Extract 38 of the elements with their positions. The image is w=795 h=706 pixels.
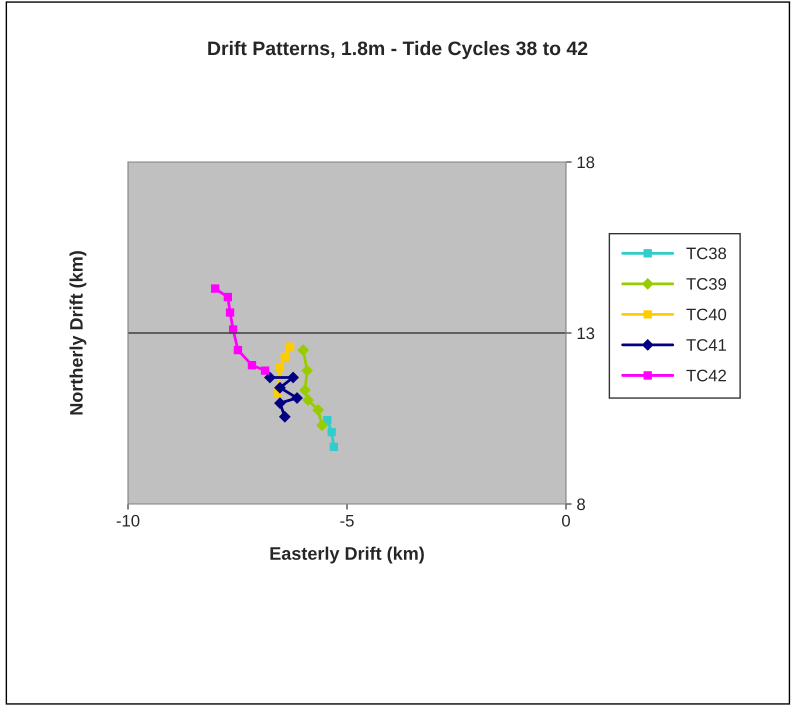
point xyxy=(226,308,234,317)
point xyxy=(299,384,311,396)
legend-label: TC39 xyxy=(686,278,726,290)
point xyxy=(286,342,294,351)
point xyxy=(276,363,284,372)
y-tick-label: 18 xyxy=(578,156,594,168)
point xyxy=(312,404,324,416)
point xyxy=(234,346,242,354)
legend-label: TC38 xyxy=(686,248,726,260)
legend-label: TC42 xyxy=(686,370,726,382)
point xyxy=(260,366,270,375)
point xyxy=(328,428,336,436)
x-tick-label: -10 xyxy=(116,514,140,527)
legend-label: TC41 xyxy=(686,339,726,351)
x-tick-label: 0 xyxy=(562,514,570,527)
y-tick-label: 13 xyxy=(578,327,594,340)
point xyxy=(210,284,220,293)
point xyxy=(279,411,290,422)
point xyxy=(274,382,286,394)
y-axis-title: Northerly Drift (km) xyxy=(70,251,86,415)
point xyxy=(323,416,332,424)
point xyxy=(302,394,314,406)
x-tick-label: -5 xyxy=(340,515,354,527)
point xyxy=(280,352,289,362)
chart-title: Drift Patterns, 1.8m - Tide Cycles 38 to 42 xyxy=(208,40,588,60)
point xyxy=(288,372,299,384)
point xyxy=(302,365,313,376)
point xyxy=(316,420,328,431)
point xyxy=(291,392,303,404)
y-tick-label: 8 xyxy=(577,498,585,510)
point xyxy=(264,372,276,384)
point xyxy=(248,360,256,370)
legend-label: TC40 xyxy=(686,308,726,320)
point xyxy=(224,292,232,302)
point xyxy=(274,398,286,409)
point xyxy=(330,442,338,452)
point xyxy=(298,344,309,356)
x-axis-title: Easterly Drift (km) xyxy=(270,546,424,564)
